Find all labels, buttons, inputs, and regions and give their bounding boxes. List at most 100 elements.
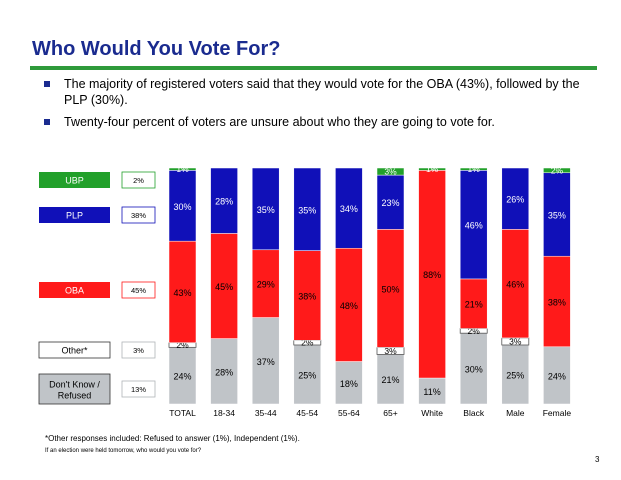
legend-total-value: 13% — [131, 385, 146, 394]
data-label: 38% — [298, 291, 316, 301]
bar-segment-dont_know — [210, 338, 238, 405]
legend-total-box — [121, 341, 156, 359]
x-tick-label: Male — [506, 408, 525, 418]
legend-total-value: 38% — [131, 211, 146, 220]
bullet-item: Twenty-four percent of voters are unsure… — [42, 114, 602, 130]
x-tick-label: 45-54 — [296, 408, 318, 418]
bar-segment-oba — [335, 247, 363, 362]
bar-segment-dont_know — [459, 332, 488, 405]
bar-segment-plp — [210, 167, 238, 234]
bar-segment-oba — [543, 255, 571, 348]
bar-segment-dont_know — [335, 361, 363, 405]
bar-segment-plp — [293, 167, 322, 251]
data-label: 34% — [340, 204, 358, 214]
legend-swatch-plp — [39, 207, 110, 223]
bar-segment-plp — [501, 167, 530, 230]
bar-segment-plp — [251, 167, 280, 251]
bullet-square-icon — [44, 119, 50, 125]
data-label: 1% — [468, 164, 481, 174]
bar-segment-ubp — [459, 167, 488, 171]
bar-segment-oba — [251, 249, 280, 318]
legend-swatch-other — [38, 341, 111, 359]
legend-label: UBP — [65, 176, 84, 186]
data-label: 28% — [215, 197, 233, 207]
bar-segment-oba — [168, 240, 197, 343]
data-label: 1% — [426, 164, 439, 174]
data-label: 21% — [381, 375, 399, 385]
footnote: *Other responses included: Refused to an… — [45, 434, 300, 443]
x-tick-label: 18-34 — [213, 408, 235, 418]
page-title: Who Would You Vote For? — [32, 38, 281, 60]
legend-label: Other* — [61, 346, 88, 356]
data-label: 45% — [215, 282, 233, 292]
data-label: 18% — [340, 379, 358, 389]
bar-segment-plp — [376, 174, 405, 230]
data-label: 35% — [548, 210, 566, 220]
data-label: 48% — [340, 301, 358, 311]
data-label: 30% — [173, 202, 191, 212]
data-label: 26% — [506, 195, 524, 205]
legend-total-value: 2% — [133, 176, 144, 185]
legend-total-value: 3% — [133, 346, 144, 355]
data-label: 11% — [423, 387, 440, 397]
data-label: 3% — [384, 167, 397, 177]
data-label: 35% — [257, 205, 275, 215]
bar-segment-dont_know — [251, 317, 280, 405]
x-tick-label: White — [421, 408, 443, 418]
bar-segment-ubp — [418, 167, 446, 171]
legend-total-value: 45% — [131, 286, 146, 295]
data-label: 37% — [257, 357, 275, 367]
data-label: 2% — [176, 340, 189, 350]
data-label: 30% — [465, 365, 483, 375]
data-label: 28% — [215, 367, 233, 377]
bar-segment-oba — [376, 229, 405, 348]
x-tick-label: 65+ — [383, 408, 397, 418]
x-tick-label: TOTAL — [169, 408, 196, 418]
data-label: 29% — [257, 280, 275, 290]
bar-segment-ubp — [376, 167, 405, 176]
data-label: 3% — [384, 346, 397, 356]
bullet-item: The majority of registered voters said t… — [42, 76, 602, 108]
data-label: 2% — [468, 326, 481, 336]
data-label: 46% — [506, 280, 524, 290]
bullet-list: The majority of registered voters said t… — [42, 76, 602, 136]
data-label: 24% — [548, 371, 566, 381]
bar-segment-oba — [210, 233, 238, 339]
legend-label: Refused — [58, 391, 92, 401]
survey-question: If an election were held tomorrow, who w… — [45, 448, 202, 454]
data-label: 25% — [298, 371, 316, 381]
bar-segment-oba — [501, 229, 530, 339]
data-label: 43% — [173, 288, 191, 298]
data-label: 50% — [381, 284, 399, 294]
legend-total-box — [121, 171, 156, 189]
bar-segment-dont_know — [418, 377, 446, 405]
bar-segment-dont_know — [293, 344, 322, 405]
bar-segment-ubp — [543, 167, 571, 174]
data-label: 23% — [381, 198, 399, 208]
bar-segment-oba — [459, 278, 488, 329]
bar-segment-plp — [335, 167, 363, 249]
x-tick-label: 35-44 — [255, 408, 277, 418]
bar-segment-plp — [168, 170, 197, 242]
legend-label: PLP — [66, 211, 83, 221]
data-label: 2% — [301, 338, 314, 348]
x-tick-label: Black — [463, 408, 485, 418]
legend-swatch-ubp — [39, 172, 110, 188]
data-label: 88% — [423, 270, 441, 280]
data-label: 24% — [173, 372, 191, 382]
legend-swatch-dont_know — [38, 373, 111, 405]
data-label: 21% — [465, 300, 483, 310]
bullet-text: Twenty-four percent of voters are unsure… — [64, 115, 495, 129]
legend-label: Don't Know / — [49, 380, 100, 390]
data-label: 38% — [548, 297, 566, 307]
data-label: 46% — [465, 221, 483, 231]
bar-segment-dont_know — [168, 347, 197, 405]
bullet-square-icon — [44, 81, 50, 87]
legend-total-box — [121, 380, 156, 398]
legend-label: OBA — [65, 286, 84, 296]
bar-segment-plp — [459, 170, 488, 280]
data-label: 1% — [176, 164, 189, 174]
legend-swatch-oba — [39, 282, 110, 298]
bar-segment-dont_know — [376, 354, 405, 405]
